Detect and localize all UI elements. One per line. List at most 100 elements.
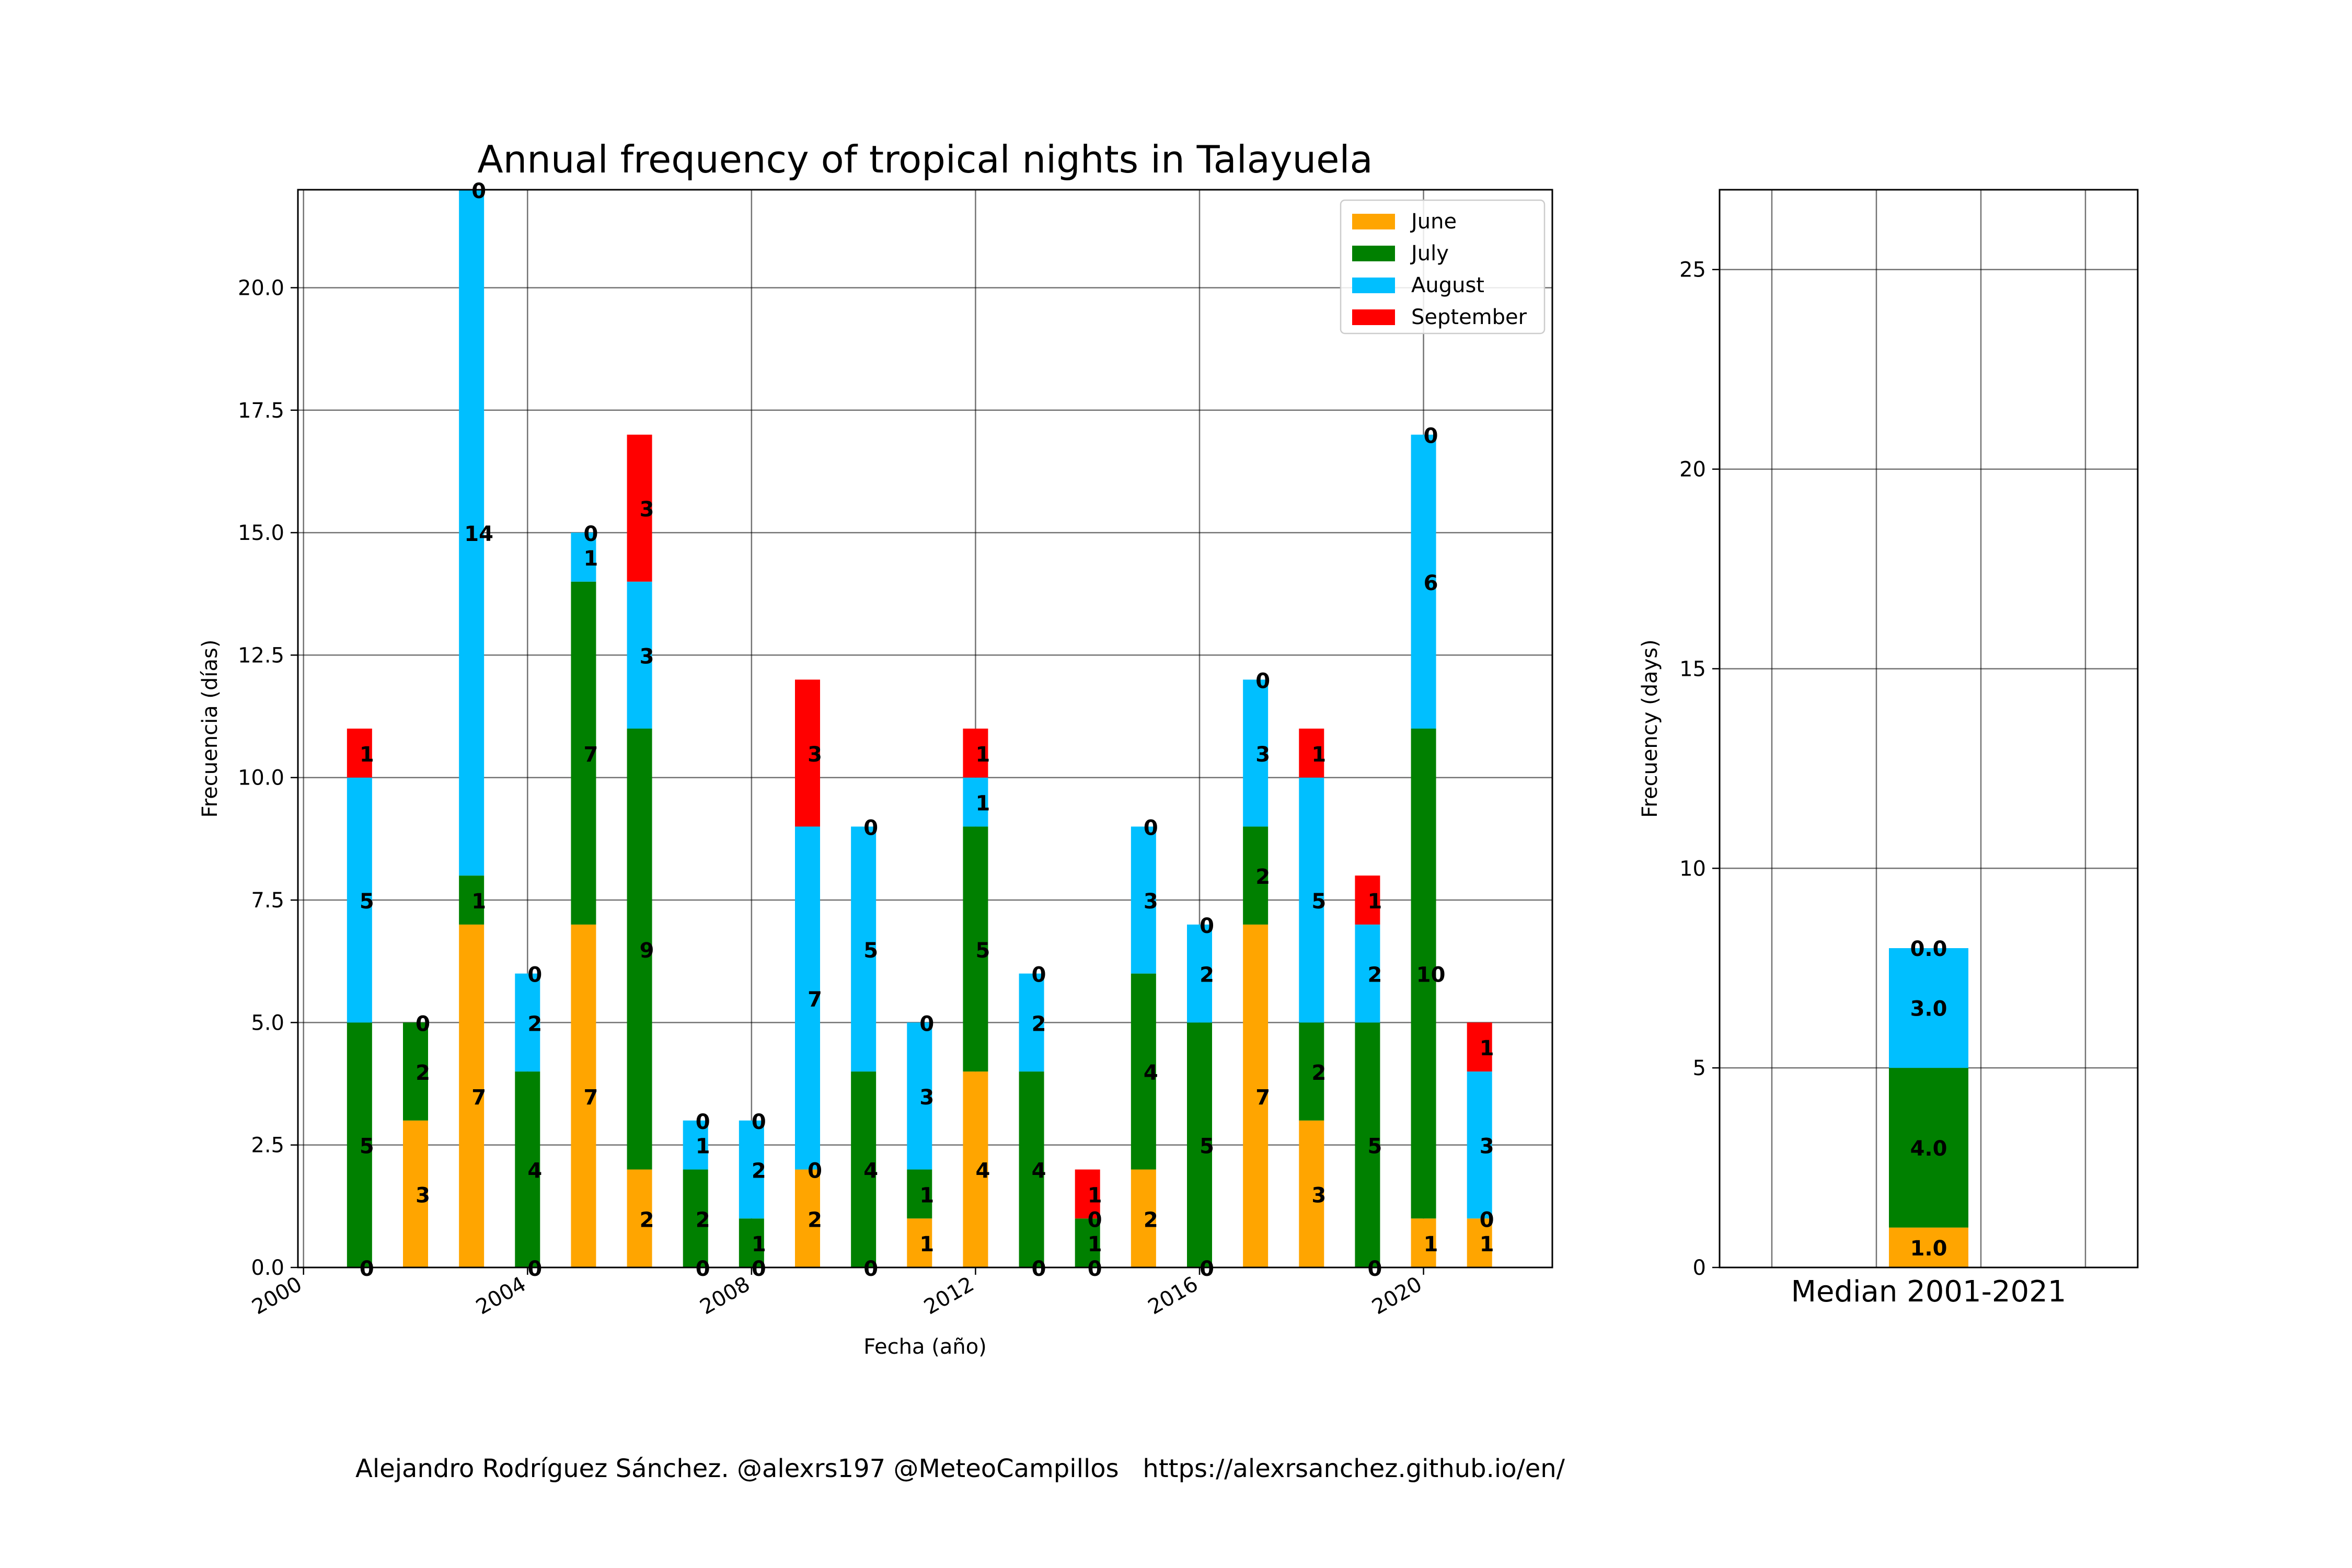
data-label: 5 [863,939,878,963]
bar-september-2012 [963,729,988,778]
bar-july-2018 [1299,1022,1324,1121]
data-label: 0 [752,1257,766,1281]
bar-june-2003 [459,924,485,1267]
data-label: 1 [1480,1232,1494,1256]
data-label: 3 [1480,1135,1494,1159]
data-label: 1.0 [1910,1237,1947,1261]
data-label: 0 [1088,1208,1102,1232]
bar-august-2020 [1411,434,1436,729]
data-label: 1 [976,743,990,767]
data-label: 0.0 [1910,937,1947,961]
bar-august-2021 [1467,1071,1492,1219]
data-label: 0 [416,1012,430,1036]
data-label: 1 [752,1232,766,1256]
median-x-label: Median 2001-2021 [1791,1275,2067,1309]
x-axis-label: Fecha (año) [863,1335,987,1359]
data-label: 0 [1088,1257,1102,1281]
y-tick-label: 0 [1693,1256,1706,1280]
data-label: 1 [1368,890,1382,914]
data-label: 0 [863,1257,878,1281]
y-tick-label: 5 [1693,1056,1706,1080]
data-label: 1 [1088,1232,1102,1256]
chart-title: Annual frequency of tropical nights in T… [477,137,1373,181]
data-label: 4 [527,1159,542,1183]
data-label: 2 [1255,865,1270,889]
data-label: 0 [1255,669,1270,693]
bar-june-2018 [1299,1120,1324,1267]
data-label: 0 [1144,816,1158,840]
data-label: 5 [976,939,990,963]
y-tick-label: 17.5 [238,399,284,423]
bar-june-2011 [907,1218,932,1267]
data-label: 0 [696,1257,710,1281]
data-label: 0 [696,1110,710,1134]
bar-july-2010 [851,1071,877,1267]
data-label: 14 [464,522,493,546]
bar-june-2021 [1467,1218,1492,1267]
data-label: 0 [863,816,878,840]
y-tick-label: 25 [1679,258,1706,282]
data-label: 4 [1032,1159,1046,1183]
bar-july-2011 [907,1169,932,1219]
data-label: 0 [1032,1257,1046,1281]
data-label: 7 [808,988,822,1012]
data-label: 5 [1200,1135,1214,1159]
data-label: 1 [919,1232,934,1256]
bar-july-2020 [1411,729,1436,1219]
legend-swatch-july [1352,246,1395,261]
data-label: 5 [360,1135,374,1159]
bar-august-2017 [1243,679,1269,827]
author-credit: Alejandro Rodríguez Sánchez. @alexrs197 … [355,1454,1565,1483]
bar-august-2005 [571,533,596,582]
y-tick-label: 20 [1679,458,1706,482]
data-label: 1 [1480,1036,1494,1060]
median-bar-august [1889,948,1968,1068]
data-label: 2 [808,1208,822,1232]
x-tick-label: 2004 [472,1272,530,1320]
bar-june-2006 [627,1169,652,1267]
data-label: 0 [808,1159,822,1183]
x-tick-label: 2016 [1144,1272,1202,1320]
bar-august-2006 [627,581,652,729]
data-label: 1 [919,1183,934,1207]
data-label: 3 [640,644,654,668]
bar-september-2021 [1467,1022,1492,1072]
legend-swatch-september [1352,309,1395,325]
bar-september-2014 [1075,1169,1100,1219]
data-label: 1 [1424,1232,1438,1256]
bar-july-2002 [403,1022,428,1121]
data-label: 0 [416,1012,430,1036]
data-label: 7 [584,1086,598,1110]
bar-july-2015 [1131,973,1156,1170]
data-label: 2 [1144,1208,1158,1232]
data-label: 0 [471,179,486,203]
data-label: 1 [584,547,598,571]
bar-august-2007 [683,1120,708,1170]
bar-august-2012 [963,777,988,827]
y-tick-label: 10 [1679,857,1706,881]
bar-july-2016 [1187,1022,1212,1267]
y-tick-label: 5.0 [251,1011,284,1035]
plot-frame [1719,189,2139,1269]
data-label: 0 [1200,1257,1214,1281]
bar-august-2016 [1187,924,1212,1023]
legend-label: August [1411,273,1484,297]
bar-august-2015 [1131,826,1156,974]
bar-july-2007 [683,1169,708,1267]
bar-august-2011 [907,1022,932,1170]
data-label: 3 [1144,890,1158,914]
data-label: 0 [360,1257,374,1281]
data-label: 5 [1368,1135,1382,1159]
data-label: 0 [584,522,598,546]
x-tick-label: 2012 [920,1272,978,1320]
y-tick-label: 10.0 [238,766,284,790]
bar-june-2002 [403,1120,428,1267]
data-label: 3 [416,1183,430,1207]
bar-august-2001 [347,777,372,1023]
data-label: 2 [1311,1061,1326,1085]
legend-label: June [1410,210,1457,234]
y-tick-label: 15 [1679,657,1706,681]
bar-july-2012 [963,826,988,1072]
data-label: 1 [696,1135,710,1159]
